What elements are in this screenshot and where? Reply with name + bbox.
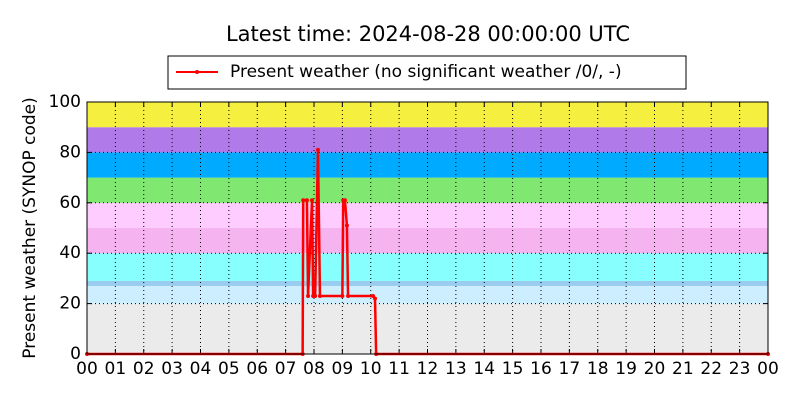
x-tick-label: 17 (559, 359, 581, 379)
x-tick-label: 22 (700, 359, 722, 379)
legend-box (167, 55, 687, 90)
chart-title: Latest time: 2024-08-28 00:00:00 UTC (226, 22, 630, 46)
x-tick-label: 06 (246, 359, 268, 379)
band (87, 152, 768, 178)
legend: Present weather (no significant weather … (167, 55, 687, 90)
x-tick-label: 03 (161, 359, 183, 379)
y-tick-label: 20 (59, 294, 81, 314)
x-tick-label: 19 (615, 359, 637, 379)
x-tick-label: 13 (445, 359, 467, 379)
x-tick-label: 20 (644, 359, 666, 379)
x-tick-label: 02 (133, 359, 155, 379)
y-tick-label: 40 (59, 243, 81, 263)
y-tick-label: 100 (49, 92, 81, 112)
x-tick-label: 11 (388, 359, 410, 379)
point (310, 198, 315, 203)
y-axis-label: Present weather (SYNOP code) (20, 97, 40, 358)
x-tick-label: 01 (105, 359, 127, 379)
point (373, 296, 378, 301)
point (344, 223, 349, 228)
point (315, 147, 320, 152)
x-tick-label: 00 (757, 359, 779, 379)
legend-text: Present weather (no significant weather … (230, 62, 622, 82)
point (342, 198, 347, 203)
x-tick-label: 14 (473, 359, 495, 379)
x-tick-label: 08 (303, 359, 325, 379)
y-tick-label: 0 (70, 344, 81, 364)
x-tick-label: 09 (332, 359, 354, 379)
x-tick-label: 05 (218, 359, 240, 379)
x-tick-label: 04 (190, 359, 212, 379)
y-tick-label: 60 (59, 193, 81, 213)
point (304, 198, 309, 203)
band (87, 280, 768, 286)
band (87, 253, 768, 281)
x-tick-label: 18 (587, 359, 609, 379)
plot-frame (86, 101, 769, 355)
y-tick-label: 80 (59, 142, 81, 162)
x-tick-label: 12 (417, 359, 439, 379)
point (313, 294, 318, 299)
legend-marker (195, 70, 199, 74)
band (87, 228, 768, 254)
x-tick-label: 10 (360, 359, 382, 379)
point (340, 294, 345, 299)
x-tick-label: 00 (76, 359, 98, 379)
point (306, 294, 311, 299)
bands (87, 102, 768, 354)
x-tick-label: 21 (672, 359, 694, 379)
x-tick-label: 23 (729, 359, 751, 379)
x-tick-label: 16 (530, 359, 552, 379)
x-tick-label: 15 (502, 359, 524, 379)
point (346, 294, 351, 299)
band (87, 303, 768, 354)
band (87, 127, 768, 153)
x-tick-label: 07 (275, 359, 297, 379)
point (317, 294, 322, 299)
point (301, 198, 306, 203)
